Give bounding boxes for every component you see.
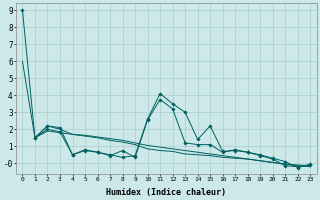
X-axis label: Humidex (Indice chaleur): Humidex (Indice chaleur) — [106, 188, 226, 197]
